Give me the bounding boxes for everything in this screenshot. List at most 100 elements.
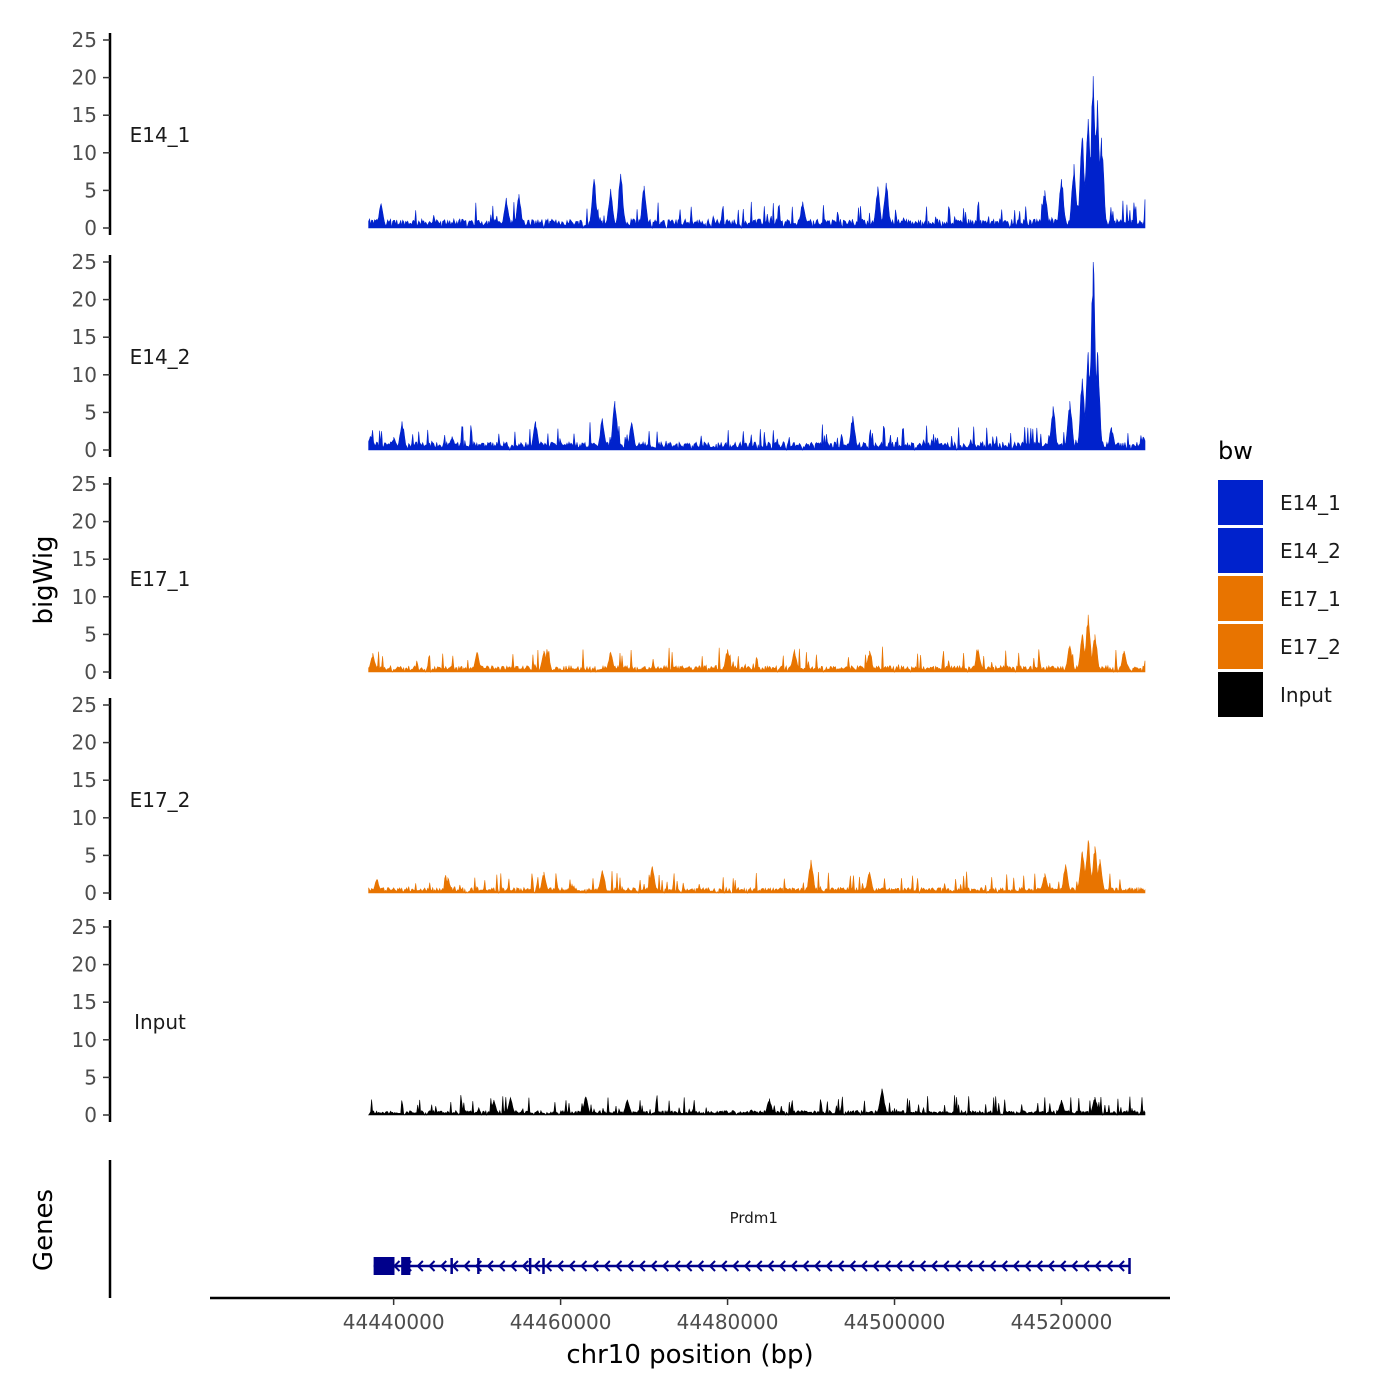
strand-arrow <box>521 1260 529 1272</box>
gene-track: Prdm1 <box>108 1160 1131 1298</box>
strand-arrow <box>568 1260 576 1272</box>
track-label: E14_1 <box>130 123 191 147</box>
y-axis-title: bigWig <box>29 535 59 624</box>
y-tick-label: 15 <box>72 768 97 792</box>
strand-arrow <box>626 1260 634 1272</box>
strand-arrow <box>1117 1260 1125 1272</box>
y-tick-label: 25 <box>72 28 97 52</box>
x-tick-label: 44480000 <box>677 1310 779 1334</box>
strand-arrow <box>591 1260 599 1272</box>
x-axis-title: chr10 position (bp) <box>566 1340 813 1370</box>
strand-arrow <box>1105 1260 1114 1272</box>
strand-arrow <box>1000 1260 1008 1272</box>
genes-axis-title: Genes <box>29 1189 59 1271</box>
y-tick-label: 0 <box>84 438 97 462</box>
strand-arrow <box>872 1260 880 1272</box>
strand-arrow <box>895 1260 903 1272</box>
strand-arrow <box>638 1260 646 1272</box>
strand-arrow <box>918 1260 927 1272</box>
legend-label: Input <box>1280 683 1332 707</box>
x-tick-label: 44460000 <box>510 1310 612 1334</box>
strand-arrow <box>802 1260 810 1272</box>
gene-exon <box>477 1258 480 1274</box>
legend-title: bw <box>1218 437 1253 465</box>
coverage-area <box>368 840 1146 895</box>
legend: bw E14_1 E14_2 E17_1 E17_2 Input <box>1218 437 1341 717</box>
strand-arrow <box>615 1260 623 1272</box>
strand-arrow <box>942 1260 950 1272</box>
strand-arrow <box>1070 1260 1079 1272</box>
y-tick-label: 5 <box>84 178 97 202</box>
strand-arrow <box>989 1260 997 1272</box>
strand-arrow <box>650 1260 658 1272</box>
y-tick-label: 25 <box>72 915 97 939</box>
strand-arrow <box>451 1260 459 1272</box>
strand-arrow <box>930 1260 938 1272</box>
strand-arrow <box>463 1260 471 1272</box>
legend-label: E14_1 <box>1280 491 1341 515</box>
strand-arrow <box>580 1260 588 1272</box>
track-label: Input <box>134 1010 186 1034</box>
strand-arrow <box>837 1260 845 1272</box>
track-e17-2: 0 5 10 15 20 25 E17_2 <box>72 693 1146 905</box>
strand-arrow <box>977 1260 985 1272</box>
y-tick-label: 20 <box>72 953 97 977</box>
strand-arrow <box>731 1260 740 1272</box>
gene-exon <box>528 1258 532 1274</box>
track-label: E14_2 <box>130 345 191 369</box>
gene-label: Prdm1 <box>730 1209 778 1227</box>
gene-exon <box>401 1257 411 1275</box>
y-tick-label: 25 <box>72 472 97 496</box>
strand-arrow <box>825 1260 833 1272</box>
strand-arrow <box>778 1260 786 1272</box>
strand-arrow <box>685 1260 693 1272</box>
y-tick-label: 15 <box>72 103 97 127</box>
strand-arrow <box>439 1260 447 1272</box>
gene-exon <box>542 1258 545 1274</box>
track-label: E17_2 <box>130 788 191 812</box>
strand-arrow <box>661 1260 669 1272</box>
strand-arrow <box>954 1260 962 1272</box>
strand-arrow <box>509 1260 518 1272</box>
strand-arrow <box>767 1260 775 1272</box>
x-axis: 44440000 44460000 44480000 44500000 44520000 <box>210 1296 1170 1334</box>
y-tick-label: 10 <box>72 141 97 165</box>
y-tick-label: 10 <box>72 806 97 830</box>
coverage-tracks: 0 5 10 15 20 25 E14_1 0 5 10 15 20 25 E14_2 0 5 10 15 20 25… <box>72 28 1146 1127</box>
strand-arrow <box>428 1260 436 1272</box>
y-tick-label: 0 <box>84 1103 97 1127</box>
y-tick-label: 25 <box>72 250 97 274</box>
strand-arrow <box>848 1260 856 1272</box>
strand-arrow <box>907 1260 915 1272</box>
strand-arrow <box>790 1260 798 1272</box>
strand-arrow <box>743 1260 751 1272</box>
gene-exon <box>450 1258 453 1274</box>
y-tick-label: 10 <box>72 1028 97 1052</box>
strand-arrow <box>860 1260 868 1272</box>
strand-arrow <box>673 1260 681 1272</box>
strand-arrow <box>1047 1260 1055 1272</box>
y-tick-label: 10 <box>72 585 97 609</box>
strand-arrow <box>556 1260 564 1272</box>
strand-arrow <box>498 1260 506 1272</box>
track-e14-1: 0 5 10 15 20 25 E14_1 <box>72 28 1146 240</box>
legend-key <box>1218 576 1263 621</box>
legend-label: E17_2 <box>1280 635 1341 659</box>
strand-arrow <box>603 1260 611 1272</box>
y-tick-label: 20 <box>72 66 97 90</box>
gene-exon <box>1128 1258 1131 1274</box>
x-tick-label: 44500000 <box>844 1310 946 1334</box>
strand-arrow <box>696 1260 705 1272</box>
x-tick-label: 44440000 <box>343 1310 445 1334</box>
y-tick-label: 15 <box>72 325 97 349</box>
x-tick-label: 44520000 <box>1011 1310 1113 1334</box>
y-tick-label: 0 <box>84 881 97 905</box>
strand-arrow <box>533 1260 541 1272</box>
strand-arrow <box>486 1260 494 1272</box>
y-tick-label: 20 <box>72 731 97 755</box>
track-input: 0 5 10 15 20 25 Input <box>72 915 1146 1127</box>
legend-key <box>1218 480 1263 525</box>
y-tick-label: 20 <box>72 288 97 312</box>
strand-arrow <box>1024 1260 1032 1272</box>
